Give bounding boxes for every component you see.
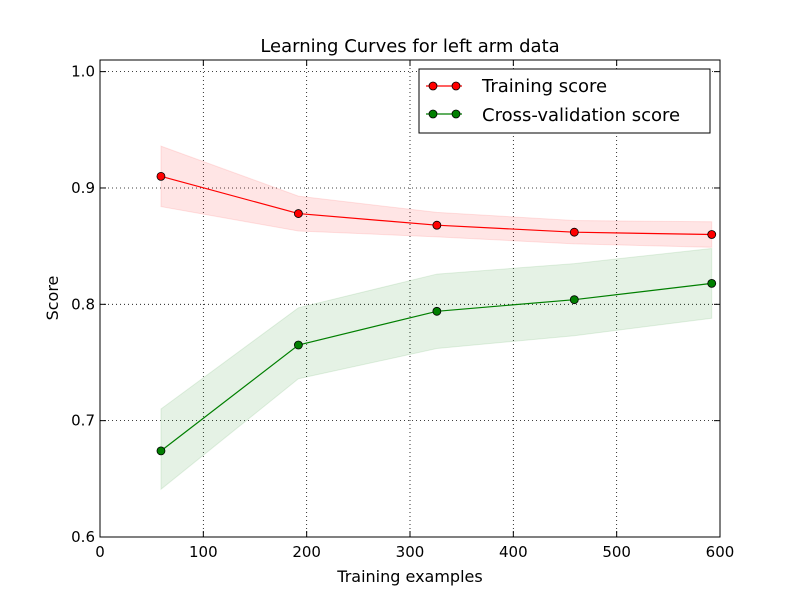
training-score-point bbox=[293, 209, 303, 218]
training-score-point bbox=[156, 171, 166, 181]
legend-frame bbox=[418, 68, 711, 134]
training-score-band bbox=[160, 145, 713, 248]
training-score-point bbox=[432, 220, 442, 230]
x-tick-label: 600 bbox=[706, 543, 735, 561]
chart-title: Learning Curves for left arm data bbox=[260, 36, 559, 57]
training-score-point bbox=[707, 230, 717, 239]
x-tick-label: 200 bbox=[292, 543, 321, 561]
x-tick-label: 100 bbox=[189, 543, 218, 561]
legend-marker-cv bbox=[451, 109, 461, 119]
y-tick-label: 0.8 bbox=[71, 295, 95, 313]
y-axis-label: Score bbox=[43, 276, 62, 321]
y-tick-label: 1.0 bbox=[71, 63, 95, 81]
score-bands bbox=[160, 145, 713, 491]
x-tick-label: 400 bbox=[499, 543, 528, 561]
cv-score-point bbox=[156, 446, 166, 456]
y-tick-label: 0.7 bbox=[71, 412, 95, 430]
axis-ticks bbox=[99, 60, 721, 538]
legend-marker-training bbox=[451, 81, 461, 91]
x-tick-label: 500 bbox=[602, 543, 631, 561]
y-tick-label: 0.9 bbox=[71, 179, 95, 197]
x-tick-label: 300 bbox=[396, 543, 425, 561]
y-tick-label: 0.6 bbox=[71, 528, 95, 546]
cv-score-point bbox=[569, 295, 579, 305]
legend-label-training: Training score bbox=[481, 76, 607, 97]
cv-score-point bbox=[293, 340, 303, 350]
x-tick-label: 0 bbox=[95, 543, 105, 561]
axis-tick-labels: 0 100 200 300 400 500 600 0.6 0.7 0.8 0.9 1.0 bbox=[71, 63, 734, 561]
cv-score-point bbox=[707, 278, 717, 288]
legend: Training score Cross-validation score bbox=[418, 68, 711, 134]
score-markers bbox=[156, 171, 717, 456]
legend-marker-training bbox=[428, 81, 438, 91]
cv-score-point bbox=[432, 306, 442, 316]
cv-score-band bbox=[160, 247, 713, 491]
training-score-point bbox=[569, 227, 579, 237]
legend-marker-cv bbox=[428, 109, 438, 119]
x-axis-label: Training examples bbox=[336, 567, 482, 586]
legend-label-cv: Cross-validation score bbox=[482, 105, 680, 126]
